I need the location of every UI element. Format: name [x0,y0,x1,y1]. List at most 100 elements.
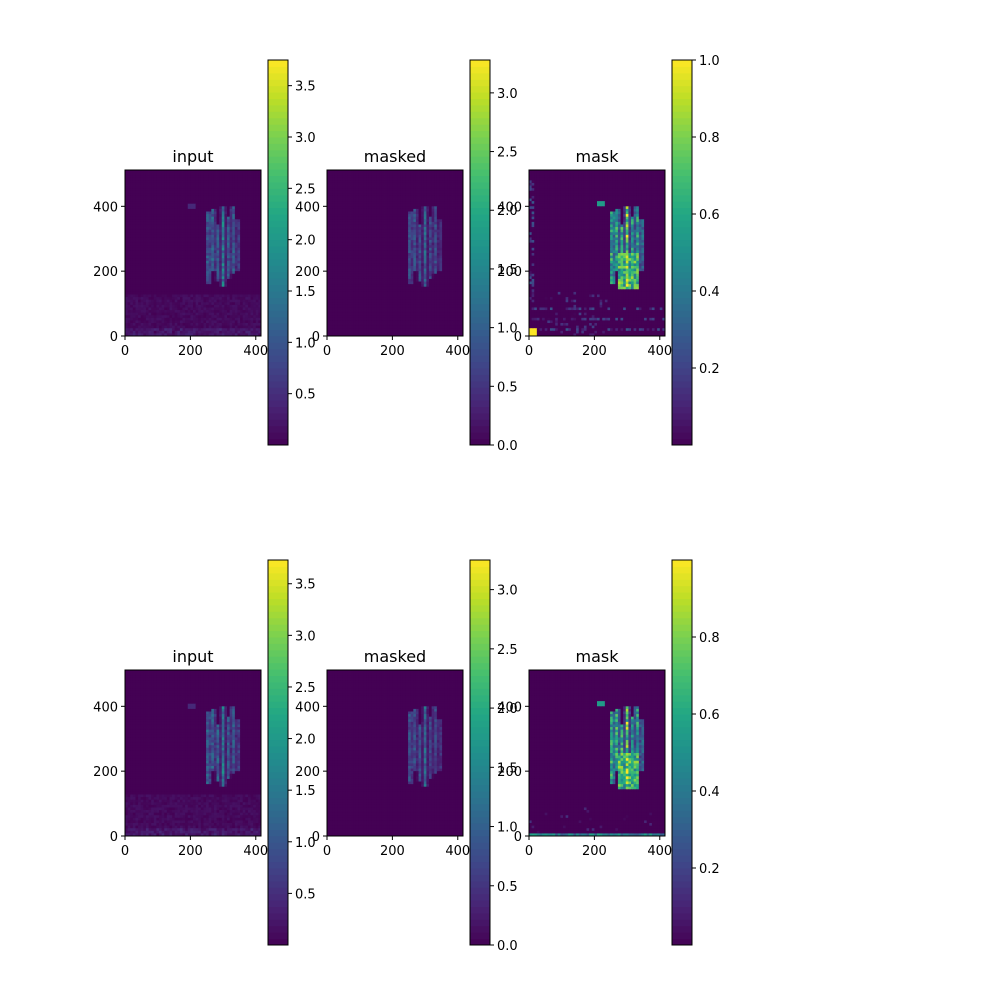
heatmap-cell [413,211,417,215]
heatmap-cell [135,271,139,275]
heatmap-cell [185,229,189,233]
heatmap-cell [179,276,183,280]
heatmap-cell [381,203,385,207]
heatmap-cell [213,229,217,233]
heatmap-cell [164,177,168,181]
heatmap-cell [229,219,233,223]
heatmap-cell [219,250,223,254]
heatmap-cell [457,237,461,241]
heatmap-cell [366,172,370,176]
heatmap-cell [132,281,136,285]
heatmap-cell [145,250,149,254]
heatmap-cell [247,229,251,233]
heatmap-cell [132,201,136,205]
heatmap-cell [187,227,191,231]
heatmap-cell [455,229,459,233]
heatmap-cell [193,323,197,327]
heatmap-cell [447,242,451,246]
heatmap-cell [151,299,155,303]
heatmap-cell [159,216,163,220]
heatmap-cell [229,317,233,321]
heatmap-cell [127,315,131,319]
heatmap-cell [429,185,433,189]
heatmap-cell [138,224,142,228]
heatmap-cell [368,180,372,184]
heatmap-cell [153,302,157,306]
heatmap-cell [138,253,142,256]
heatmap-cell [177,177,181,181]
heatmap-cell [447,232,451,236]
heatmap-cell [442,214,446,218]
heatmap-cell [250,245,254,249]
heatmap-cell [185,291,189,295]
heatmap-cell [436,190,440,194]
heatmap-cell [156,232,160,236]
heatmap-cell [145,224,149,228]
heatmap-cell [148,216,152,220]
heatmap-cell [179,265,183,269]
heatmap-cell [185,190,189,194]
heatmap-cell [153,172,157,176]
heatmap-cell [195,219,199,223]
heatmap-cell [363,245,367,249]
heatmap-cell [253,273,257,277]
heatmap-cell [185,317,189,321]
heatmap-cell [151,276,155,280]
heatmap-cell [153,193,157,197]
heatmap-cell [195,307,199,311]
heatmap-cell [402,237,406,241]
heatmap-cell [185,284,189,288]
heatmap-cell [135,242,139,246]
heatmap-cell [253,320,257,324]
heatmap-cell [190,180,194,184]
heatmap-cell [253,323,257,327]
heatmap-cell [159,302,163,306]
heatmap-cell [159,315,163,319]
heatmap-cell [389,211,393,215]
heatmap-cell [350,180,354,184]
heatmap-cell [242,232,246,236]
heatmap-cell [148,328,152,332]
heatmap-cell [439,232,443,236]
heatmap-cell [436,216,440,220]
heatmap-cell [179,294,183,298]
heatmap-cell [258,242,262,246]
heatmap-cell [132,175,136,179]
heatmap-cell [449,188,453,192]
heatmap-cell [429,195,433,199]
heatmap-cell [138,180,142,184]
heatmap-cell [457,195,461,199]
heatmap-cell [455,232,459,236]
heatmap-cell [447,234,451,238]
heatmap-cell [337,180,341,184]
heatmap-cell [193,214,197,218]
heatmap-cell [159,320,163,324]
heatmap-cell [418,201,422,205]
heatmap-cell [327,211,331,215]
heatmap-cell [219,216,223,220]
heatmap-cell [402,224,406,228]
heatmap-cell [232,208,236,212]
heatmap-cell [156,255,160,259]
heatmap-cell [387,206,391,210]
heatmap-cell [143,175,147,179]
heatmap-cell [130,170,134,173]
heatmap-cell [216,216,220,220]
heatmap-cell [426,221,430,225]
heatmap-cell [340,172,344,176]
heatmap-cell [442,198,446,202]
heatmap-cell [229,221,233,225]
heatmap-cell [216,203,220,207]
heatmap-cell [148,232,152,236]
heatmap-cell [389,224,393,228]
heatmap-cell [182,328,186,332]
heatmap-cell [245,216,249,220]
heatmap-cell [253,219,257,223]
heatmap-cell [455,185,459,189]
heatmap-cell [156,221,160,225]
heatmap-cell [174,258,178,262]
heatmap-cell [145,333,149,337]
x-tick-label: 0 [121,344,129,359]
heatmap-cell [143,297,147,301]
heatmap-cell [203,242,207,246]
